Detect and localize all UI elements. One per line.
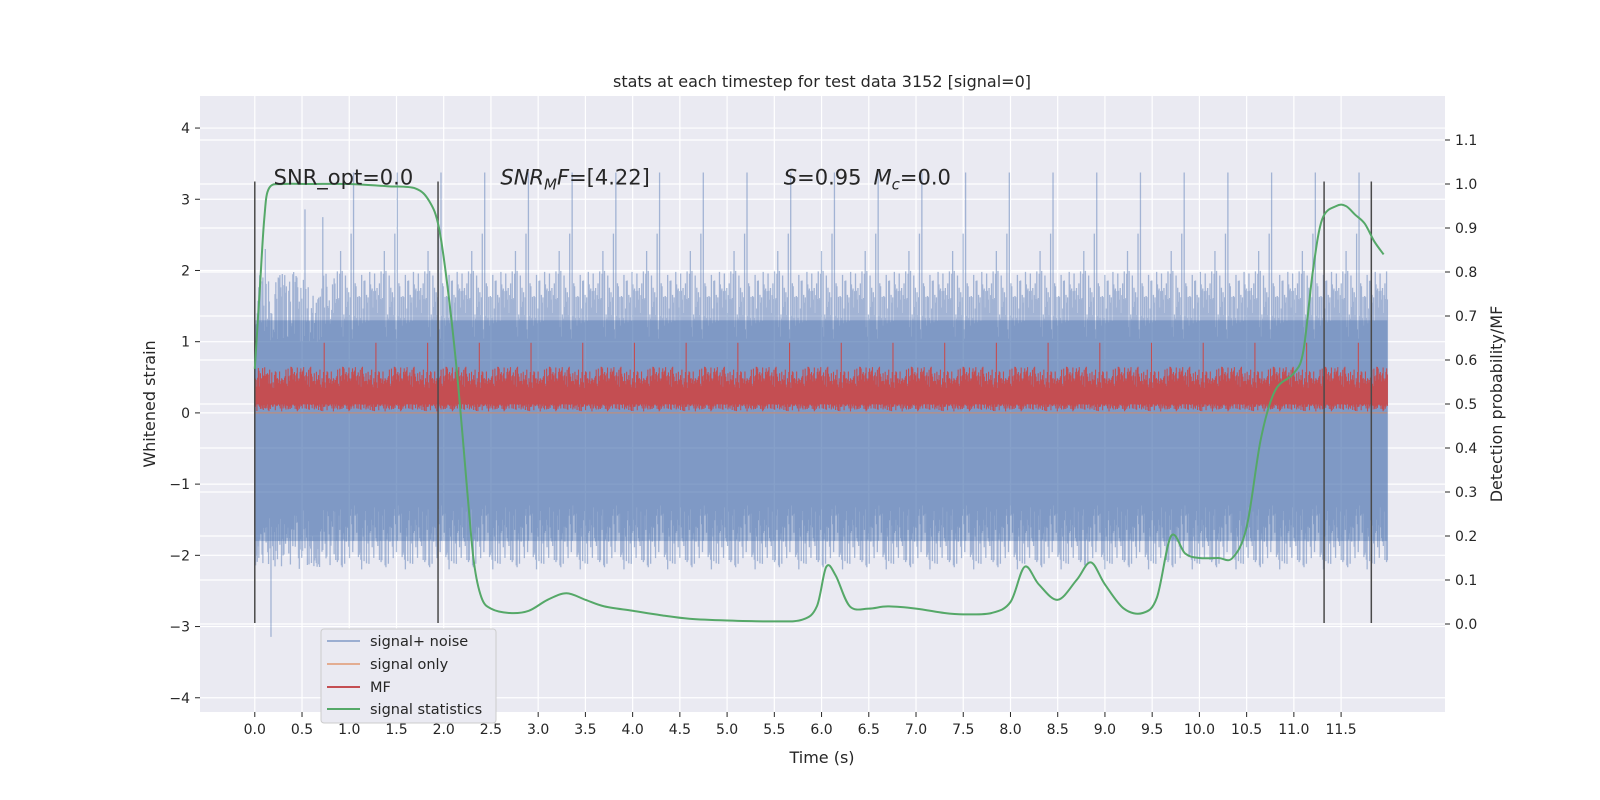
y-right-tick-label: 0.3 bbox=[1455, 485, 1477, 501]
y-right-tick-label: 0.4 bbox=[1455, 441, 1477, 457]
x-tick-label: 5.0 bbox=[716, 722, 738, 738]
y-left-tick-label: −4 bbox=[169, 691, 190, 707]
x-tick-label: 2.0 bbox=[433, 722, 455, 738]
x-axis-label: Time (s) bbox=[788, 748, 854, 767]
y-right-tick-label: 0.7 bbox=[1455, 309, 1477, 325]
annotation-mc: Mc=0.0 bbox=[874, 165, 951, 193]
legend: signal+ noise signal only MF signal stat… bbox=[320, 628, 497, 724]
x-tick-label: 10.0 bbox=[1184, 722, 1215, 738]
y-left-tick-label: 3 bbox=[181, 192, 190, 208]
y-axis-label-right: Detection probability/MF bbox=[1487, 306, 1506, 503]
x-tick-label: 2.5 bbox=[480, 722, 502, 738]
x-tick-label: 3.5 bbox=[574, 722, 596, 738]
y-left-tick-label: −3 bbox=[169, 620, 190, 636]
series-signal-statistics bbox=[253, 182, 1385, 623]
y-right-tick-label: 0.5 bbox=[1455, 397, 1477, 413]
x-tick-label: 11.5 bbox=[1326, 722, 1357, 738]
y-right-tick-label: 1.1 bbox=[1455, 133, 1477, 149]
y-left-tick-label: 4 bbox=[181, 121, 190, 137]
x-tick-label: 1.5 bbox=[385, 722, 407, 738]
y-left-tick-label: 1 bbox=[181, 335, 190, 351]
annotation-snr-mf: SNRMF=[4.22] bbox=[500, 165, 649, 193]
y-axis-label-left: Whitened strain bbox=[140, 340, 159, 467]
x-tick-label: 5.5 bbox=[763, 722, 785, 738]
y-right-tick-label: 0.0 bbox=[1455, 617, 1477, 633]
series-mf bbox=[254, 342, 1388, 412]
segment-markers bbox=[254, 181, 1373, 623]
x-tick-label: 8.5 bbox=[1047, 722, 1069, 738]
y-right-tick-label: 0.2 bbox=[1455, 529, 1477, 545]
annotation-s: S=0.95 bbox=[784, 165, 862, 189]
y-left-tick-label: −1 bbox=[169, 477, 190, 493]
signal-statistics-line bbox=[253, 182, 1385, 623]
legend-label-signal-noise: signal+ noise bbox=[370, 634, 468, 650]
x-tick-label: 8.0 bbox=[999, 722, 1021, 738]
legend-label-signal-statistics: signal statistics bbox=[370, 702, 482, 718]
series-signal-noise bbox=[254, 172, 1389, 637]
x-tick-label: 11.0 bbox=[1278, 722, 1309, 738]
legend-label-mf: MF bbox=[370, 680, 391, 696]
x-tick-label: 7.5 bbox=[952, 722, 974, 738]
signal-noise-core bbox=[254, 320, 1388, 542]
y-left-tick-label: 2 bbox=[181, 263, 190, 279]
legend-label-signal-only: signal only bbox=[370, 657, 449, 673]
x-tick-label: 1.0 bbox=[338, 722, 360, 738]
x-tick-label: 6.0 bbox=[810, 722, 832, 738]
x-tick-label: 0.0 bbox=[244, 722, 266, 738]
x-tick-label: 3.0 bbox=[527, 722, 549, 738]
axis-ticks: 0.0 0.5 1.0 1.5 2.0 2.5 3.0 3.5 4.0 4.5 5.0 5.5 6.0 6… bbox=[169, 121, 1477, 738]
x-tick-label: 4.0 bbox=[621, 722, 643, 738]
y-left-tick-label: −2 bbox=[169, 548, 190, 564]
annotations: SNR_opt=0.0 SNRMF=[4.22] S=0.95 Mc=0.0 bbox=[274, 165, 951, 193]
y-left-tick-label: 0 bbox=[181, 406, 190, 422]
y-right-tick-label: 0.8 bbox=[1455, 265, 1477, 281]
x-tick-label: 9.0 bbox=[1094, 722, 1116, 738]
y-right-tick-label: 1.0 bbox=[1455, 177, 1477, 193]
y-right-tick-label: 0.9 bbox=[1455, 221, 1477, 237]
x-tick-label: 0.5 bbox=[291, 722, 313, 738]
x-tick-label: 7.0 bbox=[905, 722, 927, 738]
x-tick-label: 9.5 bbox=[1141, 722, 1163, 738]
mf-core bbox=[254, 387, 1388, 405]
x-tick-label: 10.5 bbox=[1231, 722, 1262, 738]
chart-title: stats at each timestep for test data 315… bbox=[613, 72, 1031, 91]
x-tick-label: 4.5 bbox=[669, 722, 691, 738]
y-right-tick-label: 0.6 bbox=[1455, 353, 1477, 369]
legend-box bbox=[320, 628, 497, 724]
y-right-tick-label: 0.1 bbox=[1455, 573, 1477, 589]
annotation-snr-opt: SNR_opt=0.0 bbox=[274, 165, 414, 190]
x-tick-label: 6.5 bbox=[858, 722, 880, 738]
